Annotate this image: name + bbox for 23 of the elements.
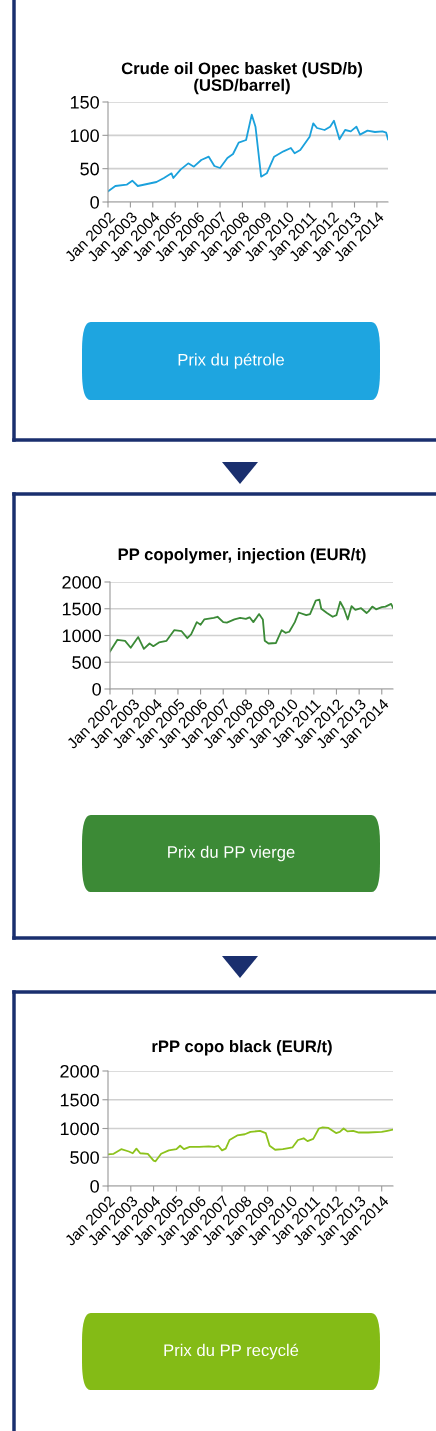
y-tick-label: 0 — [90, 195, 99, 209]
text: Prix du pétrole — [178, 353, 284, 369]
y-tick-label: 150 — [70, 95, 99, 109]
y-tick-label: 1500 — [62, 602, 101, 616]
chart-title: Crude oil Opec basket (USD/b) (USD/barrel) — [121, 62, 363, 95]
text: Prix du PP recyclé — [164, 1343, 299, 1360]
y-tick-label: 100 — [70, 129, 99, 143]
y-tick-label: 1000 — [62, 629, 101, 643]
y-tick-label: 2000 — [60, 1064, 99, 1078]
line-series — [108, 113, 388, 193]
y-tick-label: 0 — [90, 1179, 99, 1193]
y-tick-label: 500 — [70, 1151, 99, 1164]
y-tick-label: 1000 — [60, 1122, 99, 1136]
y-tick-label: 500 — [72, 656, 101, 669]
chart-title: rPP copo black (EUR/t) — [152, 1040, 332, 1056]
y-tick-label: 50 — [80, 162, 99, 176]
text: Prix du PP vierge — [168, 845, 295, 862]
chart-title: PP copolymer, injection (EUR/t) — [118, 548, 366, 564]
y-tick-label: 1500 — [60, 1093, 99, 1107]
y-tick-label: 2000 — [62, 575, 101, 589]
line-series — [108, 1126, 393, 1163]
line-series — [110, 598, 393, 653]
y-tick-label: 0 — [92, 682, 101, 696]
